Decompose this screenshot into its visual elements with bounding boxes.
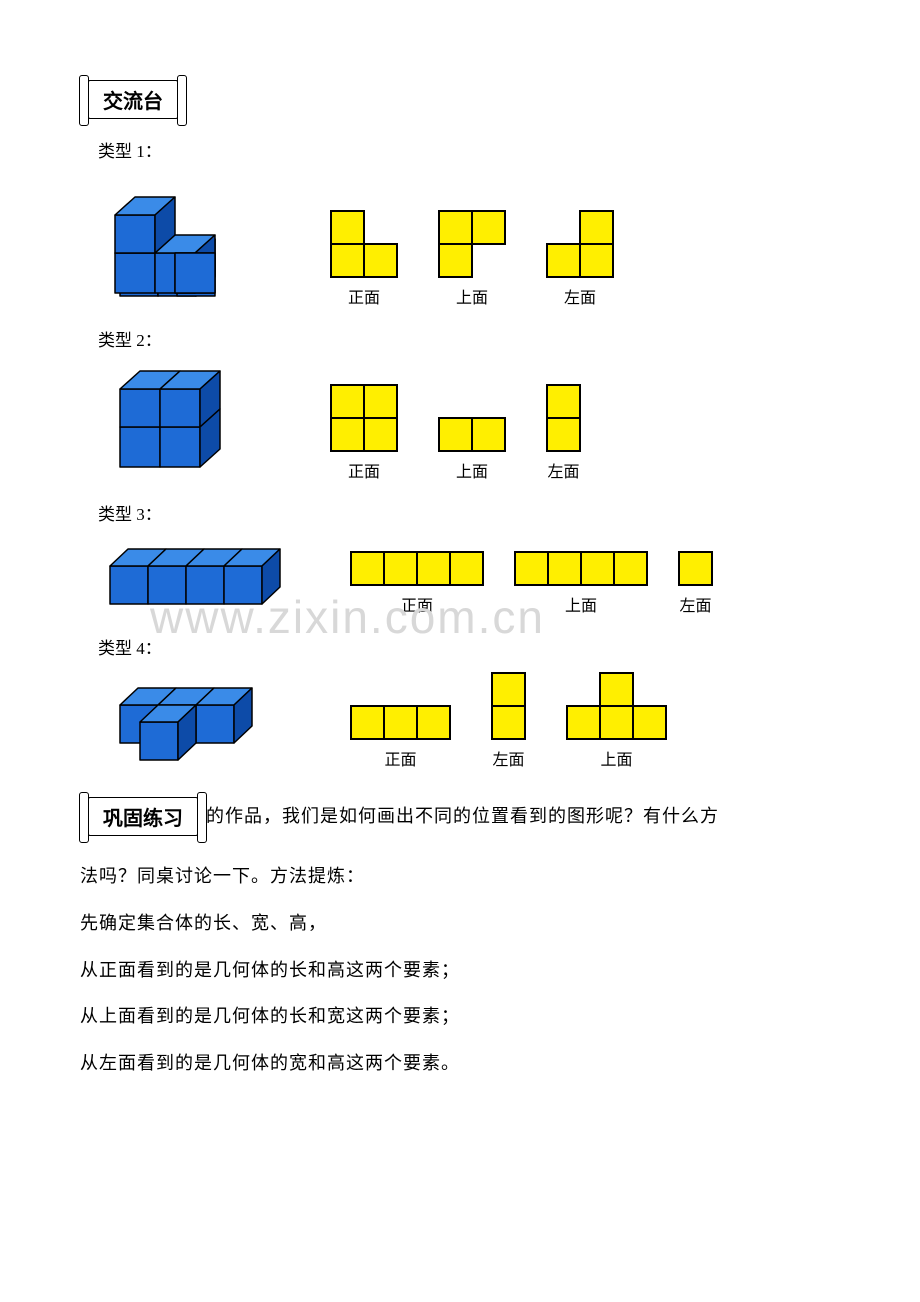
type-2-iso <box>90 357 290 482</box>
view-label: 正面 <box>348 284 380 308</box>
practice-line4: 从正面看到的是几何体的长和高这两个要素； <box>80 947 860 994</box>
view-label: 左面 <box>564 284 596 308</box>
type-1-left-view: 左面 <box>546 210 614 308</box>
type-3-row: 正面 上面 左面 <box>90 531 860 616</box>
type-2-top-svg <box>438 417 506 452</box>
view-label: 正面 <box>401 592 433 616</box>
type-3-front-view: 正面 <box>350 551 484 616</box>
type-3-iso <box>90 531 320 616</box>
type-2-top-view: 上面 <box>438 417 506 482</box>
type-1-iso <box>90 168 290 308</box>
type-3-top-view: 上面 <box>514 551 648 616</box>
practice-header-text: 巩固练习 <box>103 808 183 830</box>
practice-line2: 法吗？同桌讨论一下。方法提炼： <box>80 853 860 900</box>
type-3-label: 类型 3： <box>98 500 860 525</box>
view-label: 正面 <box>384 746 416 770</box>
type-4-left-view: 左面 <box>491 672 526 770</box>
view-label: 上面 <box>456 284 488 308</box>
view-label: 左面 <box>547 458 579 482</box>
type-1-front-svg <box>330 210 398 278</box>
view-label: 正面 <box>348 458 380 482</box>
type-1-top-view: 上面 <box>438 210 506 308</box>
type-4-label: 类型 4： <box>98 634 860 659</box>
type-1-row: 正面 上面 左面 <box>90 168 860 308</box>
type-3-left-view: 左面 <box>678 551 713 616</box>
type-4-row: 正面 左面 上面 <box>90 665 860 770</box>
type-1-left-svg <box>546 210 614 278</box>
view-label: 左面 <box>492 746 524 770</box>
type-2-left-view: 左面 <box>546 384 581 482</box>
type-4-top-svg <box>566 672 667 740</box>
type-2-row: 正面 上面 左面 <box>90 357 860 482</box>
type-4-front-view: 正面 <box>350 705 451 770</box>
type-1-top-svg <box>438 210 506 278</box>
type-3-left-svg <box>678 551 713 586</box>
type-4-front-svg <box>350 705 451 740</box>
type-3-front-svg <box>350 551 484 586</box>
practice-header: 巩固练习 <box>88 797 198 836</box>
practice-line1: 的作品，我们是如何画出不同的位置看到的图形呢？有什么方 <box>206 794 719 839</box>
type-4-left-svg <box>491 672 526 740</box>
view-label: 左面 <box>679 592 711 616</box>
section-header: 交流台 <box>88 80 178 119</box>
practice-section: 巩固练习 的作品，我们是如何画出不同的位置看到的图形呢？有什么方 法吗？同桌讨论… <box>80 794 860 1087</box>
practice-line5: 从上面看到的是几何体的长和宽这两个要素； <box>80 993 860 1040</box>
type-2-front-view: 正面 <box>330 384 398 482</box>
type-2-label: 类型 2： <box>98 326 860 351</box>
practice-line6: 从左面看到的是几何体的宽和高这两个要素。 <box>80 1040 860 1087</box>
view-label: 上面 <box>600 746 632 770</box>
type-4-iso <box>90 665 310 770</box>
type-1-front-view: 正面 <box>330 210 398 308</box>
view-label: 上面 <box>456 458 488 482</box>
view-label: 上面 <box>565 592 597 616</box>
type-4-top-view: 上面 <box>566 672 667 770</box>
type-1-label: 类型 1： <box>98 137 860 162</box>
section-header-text: 交流台 <box>103 91 163 113</box>
practice-line3: 先确定集合体的长、宽、高， <box>80 900 860 947</box>
type-2-left-svg <box>546 384 581 452</box>
type-3-top-svg <box>514 551 648 586</box>
type-2-front-svg <box>330 384 398 452</box>
